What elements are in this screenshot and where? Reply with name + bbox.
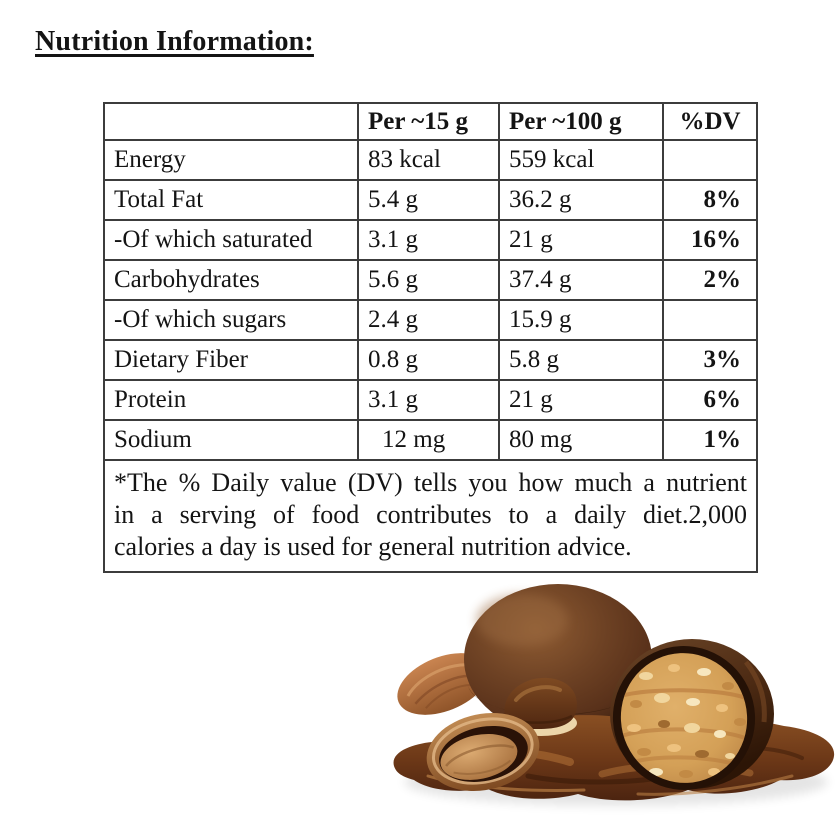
row-per100: 15.9 g [498,299,664,341]
row-per15: 3.1 g [357,219,500,261]
header-per100: Per ~100 g [498,102,664,141]
table-row: Sodium 12 mg 80 mg 1% [103,419,758,461]
row-dv: 2% [662,259,758,301]
table-row: Energy 83 kcal 559 kcal [103,139,758,181]
row-label: Total Fat [103,179,359,221]
row-per100: 21 g [498,219,664,261]
chocolate-truffles-illustration [393,584,835,806]
header-dv: %DV [662,102,758,141]
row-dv: 6% [662,379,758,421]
row-per100: 37.4 g [498,259,664,301]
row-label: Carbohydrates [103,259,359,301]
row-dv [662,299,758,341]
row-dv: 8% [662,179,758,221]
row-label: Protein [103,379,359,421]
row-per15: 5.4 g [357,179,500,221]
table-footnote-row: *The % Daily value (DV) tells you how mu… [103,459,758,573]
row-label: Energy [103,139,359,181]
table-row: Protein 3.1 g 21 g 6% [103,379,758,421]
table-row: Total Fat 5.4 g 36.2 g 8% [103,179,758,221]
page-title: Nutrition Information: [35,26,314,57]
table-footnote: *The % Daily value (DV) tells you how mu… [103,459,758,573]
table-row: Carbohydrates 5.6 g 37.4 g 2% [103,259,758,301]
nutrition-table: Per ~15 g Per ~100 g %DV Energy 83 kcal … [103,102,758,573]
product-photo [388,576,840,820]
row-per100: 21 g [498,379,664,421]
row-per100: 36.2 g [498,179,664,221]
footnote-line: calories a day is used for general nutri… [114,532,632,561]
row-dv: 3% [662,339,758,381]
row-per100: 80 mg [498,419,664,461]
table-row: -Of which sugars 2.4 g 15.9 g [103,299,758,341]
row-label: -Of which saturated [103,219,359,261]
row-label: Dietary Fiber [103,339,359,381]
table-row: Dietary Fiber 0.8 g 5.8 g 3% [103,339,758,381]
cracked-hazelnut [426,712,540,792]
footnote-line: in a serving of food contributes to a da… [114,500,747,529]
header-per15: Per ~15 g [357,102,500,141]
row-per15: 83 kcal [357,139,500,181]
row-per15: 12 mg [357,419,500,461]
row-per100: 5.8 g [498,339,664,381]
row-per100: 559 kcal [498,139,664,181]
row-label: -Of which sugars [103,299,359,341]
row-per15: 5.6 g [357,259,500,301]
header-blank [103,102,359,141]
table-header-row: Per ~15 g Per ~100 g %DV [103,102,758,141]
row-per15: 0.8 g [357,339,500,381]
row-per15: 2.4 g [357,299,500,341]
table-row: -Of which saturated 3.1 g 21 g 16% [103,219,758,261]
row-dv [662,139,758,181]
row-dv: 1% [662,419,758,461]
footnote-line: *The % Daily value (DV) tells you how mu… [114,468,747,497]
row-dv: 16% [662,219,758,261]
row-per15: 3.1 g [357,379,500,421]
cut-truffle [610,639,774,790]
row-label: Sodium [103,419,359,461]
